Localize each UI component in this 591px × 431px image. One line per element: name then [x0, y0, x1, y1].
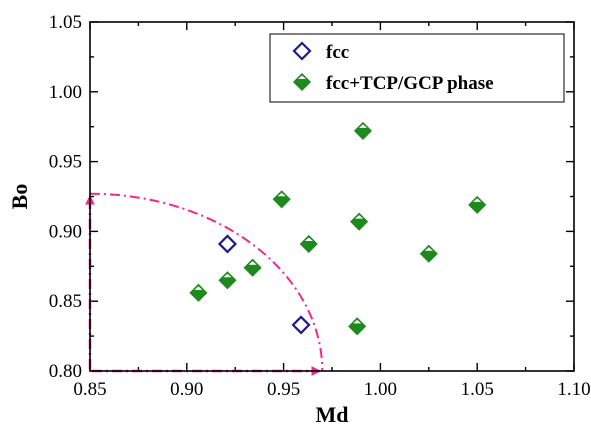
x-tick-label: 1.05	[461, 379, 494, 400]
diamond-fill	[353, 121, 373, 140]
legend: fcc fcc+TCP/GCP phase	[269, 33, 565, 103]
diamond-outline	[217, 234, 238, 254]
fcc-point	[217, 234, 238, 254]
fcc-tcp-gcp-point	[419, 244, 438, 263]
fcc-tcp-gcp-point	[350, 212, 369, 231]
y-tick-label: 0.90	[49, 221, 82, 242]
diamond-fill	[189, 283, 208, 302]
diamond-fill	[419, 244, 438, 263]
legend-diamond	[292, 72, 312, 92]
diamond-outline	[291, 315, 311, 335]
fcc-tcp-gcp-point	[353, 121, 373, 140]
diamond-highlight	[304, 237, 313, 241]
plot-frame	[89, 21, 575, 372]
x-tick-label: 1.00	[364, 379, 397, 400]
y-tick-label: 0.95	[49, 152, 82, 173]
diamond-fill	[218, 271, 237, 290]
legend-box	[269, 33, 565, 103]
x-tick-label: 0.85	[73, 379, 106, 400]
diamond-highlight	[424, 247, 433, 251]
diamond-fill	[292, 72, 312, 92]
legend-diamond	[292, 41, 312, 61]
diamond-fill	[299, 234, 318, 254]
y-tick-label: 0.85	[49, 291, 82, 312]
legend-marker-fcc-tcp-gcp	[292, 72, 312, 92]
fcc-tcp-gcp-point	[299, 234, 318, 254]
fcc-tcp-gcp-point	[272, 190, 291, 209]
y-axis-title: Bo	[7, 184, 32, 210]
y-tick-label: 1.05	[49, 12, 82, 33]
data-points	[189, 121, 487, 336]
y-tick-label: 0.80	[49, 361, 82, 382]
diamond-highlight	[358, 124, 367, 128]
fcc-point	[291, 315, 311, 335]
y-tick-label: 1.00	[49, 82, 82, 103]
diamond-highlight	[355, 215, 364, 219]
legend-label-fcc-tcp-gcp: fcc+TCP/GCP phase	[326, 73, 494, 94]
fcc-tcp-gcp-point	[468, 195, 487, 214]
fcc-tcp-gcp-point	[243, 258, 262, 277]
x-axis-title: Md	[316, 402, 349, 427]
fcc-tcp-gcp-point	[348, 317, 367, 336]
x-tick-label: 0.95	[267, 379, 300, 400]
diamond-fill	[243, 258, 262, 277]
diamond-fill	[350, 212, 369, 231]
x-tick-label: 1.10	[557, 379, 590, 400]
y-tick-labels: 0.80 0.85 0.90 0.95 1.00 1.05	[49, 12, 82, 382]
fcc-tcp-gcp-point	[189, 283, 208, 302]
diamond-fill	[468, 195, 487, 214]
diamond-highlight	[277, 192, 286, 197]
diamond-highlight	[223, 273, 232, 278]
x-tick-label: 0.90	[170, 379, 203, 400]
diamond-highlight	[194, 286, 203, 290]
diamond-outline	[292, 41, 312, 61]
legend-marker-fcc	[292, 41, 312, 61]
x-tick-labels: 0.85 0.90 0.95 1.00 1.05 1.10	[73, 379, 590, 400]
diamond-highlight	[298, 75, 306, 79]
diamond-highlight	[248, 261, 257, 265]
pink-region-annotation	[85, 192, 324, 376]
diamond-fill	[348, 317, 367, 336]
diamond-highlight	[353, 319, 362, 324]
diamond-highlight	[473, 198, 482, 202]
diamond-fill	[272, 190, 291, 209]
annotation-arc	[89, 192, 324, 372]
fcc-tcp-gcp-point	[218, 271, 237, 290]
legend-label-fcc: fcc	[326, 42, 349, 63]
